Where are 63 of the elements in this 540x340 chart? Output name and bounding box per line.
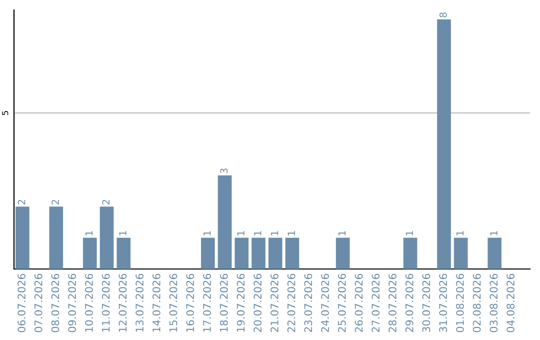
x-tick-label: 15.07.2026 <box>169 274 178 332</box>
x-tick-label: 29.07.2026 <box>405 274 414 332</box>
bar <box>116 238 131 269</box>
x-tick-label: 31.07.2026 <box>439 274 448 332</box>
data-label: 1 <box>338 231 346 236</box>
bar <box>403 238 418 269</box>
x-tick-label: 30.07.2026 <box>422 274 430 332</box>
x-tick-label: 27.07.2026 <box>372 274 380 332</box>
bar <box>234 238 249 269</box>
x-tick-label: 02.08.2026 <box>472 274 481 332</box>
x-tick-label: 19.07.2026 <box>236 274 245 332</box>
bar <box>201 238 215 269</box>
x-tick-label: 22.07.2026 <box>287 274 296 332</box>
data-label: 1 <box>406 231 413 236</box>
x-tick-label: 12.07.2026 <box>118 274 127 332</box>
data-label: 1 <box>254 231 262 236</box>
data-label: 1 <box>85 231 93 236</box>
x-tick-label: 18.07.2026 <box>220 274 228 332</box>
x-tick-label: 23.07.2026 <box>304 274 312 332</box>
x-tick-label: 07.07.2026 <box>34 274 42 332</box>
x-tick-label: 13.07.2026 <box>136 274 144 332</box>
bar <box>218 175 232 269</box>
data-label: 1 <box>270 231 278 236</box>
data-label: 2 <box>102 200 110 204</box>
bar <box>49 206 64 269</box>
bar <box>336 238 350 269</box>
data-label: 1 <box>204 231 211 236</box>
x-tick-label: 21.07.2026 <box>270 274 278 332</box>
x-tick-label: 24.07.2026 <box>321 274 329 332</box>
bar <box>100 206 114 269</box>
bar <box>16 206 30 269</box>
data-label: 3 <box>220 168 228 174</box>
x-tick-label: 20.07.2026 <box>254 274 262 332</box>
x-tick-label: 28.07.2026 <box>388 274 396 332</box>
bar <box>252 238 266 269</box>
x-tick-label: 08.07.2026 <box>51 274 60 332</box>
x-tick-label: 16.07.2026 <box>186 274 194 332</box>
data-label: 1 <box>237 231 244 236</box>
data-label: 2 <box>52 200 59 204</box>
x-tick-label: 10.07.2026 <box>85 274 93 332</box>
x-tick-label: 04.08.2026 <box>506 274 514 332</box>
bar <box>82 238 97 269</box>
data-label: 2 <box>18 200 26 204</box>
bar <box>268 238 282 269</box>
x-tick-label: 26.07.2026 <box>354 274 363 332</box>
x-tick-label: 03.08.2026 <box>490 274 498 332</box>
y-tick-label: 5 <box>2 111 8 115</box>
x-tick-label: 25.07.2026 <box>338 274 346 332</box>
data-label: 1 <box>456 231 464 236</box>
x-tick-label: 01.08.2026 <box>456 274 464 332</box>
data-label: 1 <box>119 231 126 236</box>
bar <box>437 19 451 269</box>
x-tick-label: 14.07.2026 <box>152 274 160 332</box>
x-tick-label: 09.07.2026 <box>68 274 76 332</box>
data-label: 1 <box>288 231 295 236</box>
bar <box>488 238 502 269</box>
data-label: 1 <box>490 231 498 236</box>
data-label: 8 <box>439 12 447 18</box>
bar <box>454 238 468 269</box>
x-tick-label: 17.07.2026 <box>203 274 211 332</box>
x-tick-label: 06.07.2026 <box>18 274 26 332</box>
bar <box>285 238 300 269</box>
x-tick-label: 11.07.2026 <box>102 274 110 332</box>
